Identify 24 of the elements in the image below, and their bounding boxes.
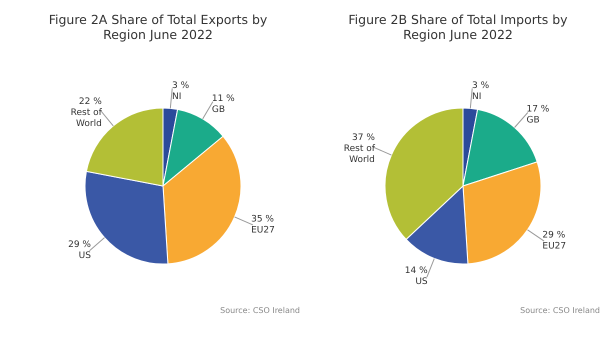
source-note: Source: CSO Ireland <box>219 306 301 315</box>
slice-label: NI <box>472 92 482 102</box>
slice-label: EU27 <box>251 226 275 236</box>
data-label: 29 % <box>542 230 566 240</box>
chart-title: Figure 2B Share of Total Imports by Region June 2022 <box>347 12 569 44</box>
slice-label: Rest of World <box>344 144 376 165</box>
slice-label: Rest of World <box>70 108 103 130</box>
data-label: 14 % <box>404 266 428 276</box>
slice-label: GB <box>526 115 540 126</box>
data-label: 17 % <box>526 104 550 114</box>
slice-label: EU27 <box>542 241 566 252</box>
source-note: Source: CSO Ireland <box>519 306 601 315</box>
data-label: 3 % <box>472 80 490 91</box>
slice-label: US <box>415 276 428 287</box>
data-label: 3 % <box>172 80 190 91</box>
data-label: 29 % <box>68 240 92 250</box>
data-label: 37 % <box>352 132 376 143</box>
chart-title: Figure 2A Share of Total Exports by Region June 2022 <box>48 12 268 44</box>
slice-label: GB <box>212 104 226 115</box>
data-label: 22 % <box>78 97 102 108</box>
slice-label: US <box>78 250 92 261</box>
slice-label: NI <box>172 92 182 102</box>
data-label: 11 % <box>212 94 236 104</box>
data-label: 35 % <box>251 214 274 225</box>
